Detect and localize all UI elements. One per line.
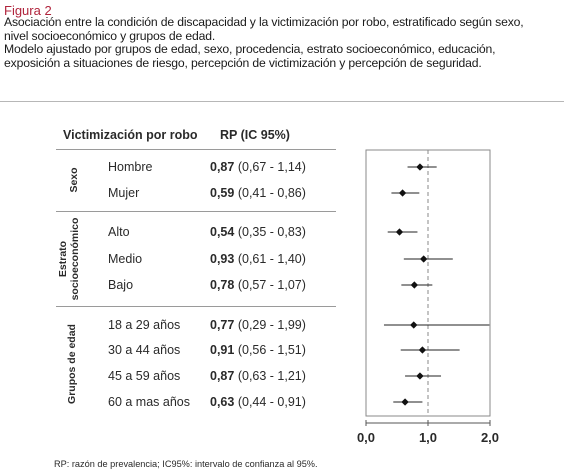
row-ci: (0,67 - 1,14) xyxy=(237,160,306,174)
x-tick-label: 2,0 xyxy=(481,430,499,445)
row-rp: 0,63 xyxy=(210,395,235,409)
x-tick-label: 0,0 xyxy=(357,430,375,445)
point-estimate xyxy=(398,189,407,197)
caption-line: Asociación entre la condición de discapa… xyxy=(4,15,524,29)
point-estimate xyxy=(395,228,404,236)
row-rp: 0,77 xyxy=(210,318,235,332)
group-separator xyxy=(56,149,336,150)
row-rp: 0,54 xyxy=(210,225,235,239)
point-estimate xyxy=(410,321,418,329)
row-estimate: 0,63 (0,44 - 0,91) xyxy=(210,395,306,409)
row-category: 18 a 29 años xyxy=(108,318,181,332)
point-estimate xyxy=(416,163,424,171)
row-category: Medio xyxy=(108,252,143,266)
figure-footnote: RP: razón de prevalencia; IC95%: interva… xyxy=(54,459,318,469)
point-estimate xyxy=(418,346,427,354)
row-estimate: 0,91 (0,56 - 1,51) xyxy=(210,343,306,357)
point-estimate xyxy=(416,372,424,380)
row-rp: 0,87 xyxy=(210,369,235,383)
row-estimate: 0,77 (0,29 - 1,99) xyxy=(210,318,306,332)
row-category: Hombre xyxy=(108,160,153,174)
row-estimate: 0,59 (0,41 - 0,86) xyxy=(210,186,306,200)
row-ci: (0,44 - 0,91) xyxy=(237,395,306,409)
row-category: 45 a 59 años xyxy=(108,369,181,383)
row-category: 30 a 44 años xyxy=(108,343,181,357)
caption-line: nivel socioeconómico y grupos de edad. xyxy=(4,28,216,43)
group-separator xyxy=(56,211,336,212)
row-ci: (0,56 - 1,51) xyxy=(237,343,306,357)
point-estimate xyxy=(419,255,428,263)
row-estimate: 0,87 (0,67 - 1,14) xyxy=(210,160,306,174)
row-ci: (0,57 - 1,07) xyxy=(237,278,306,292)
point-estimate xyxy=(410,281,419,289)
point-estimate xyxy=(401,398,409,406)
row-estimate: 0,54 (0,35 - 0,83) xyxy=(210,225,306,239)
caption-line: exposición a situaciones de riesgo, perc… xyxy=(4,55,482,70)
figure-label: Figura 2 xyxy=(4,3,52,18)
row-rp: 0,91 xyxy=(210,343,235,357)
row-estimate: 0,78 (0,57 - 1,07) xyxy=(210,278,306,292)
row-ci: (0,35 - 0,83) xyxy=(237,225,306,239)
caption-line: Modelo ajustado por grupos de edad, sexo… xyxy=(4,42,496,57)
row-rp: 0,93 xyxy=(210,252,235,266)
row-rp: 0,59 xyxy=(210,186,235,200)
row-estimate: 0,93 (0,61 - 1,40) xyxy=(210,252,306,266)
row-rp: 0,78 xyxy=(210,278,235,292)
row-ci: (0,61 - 1,40) xyxy=(237,252,306,266)
group-separator xyxy=(56,306,336,307)
figure-caption: Asociación entre la condición de discapa… xyxy=(4,15,560,70)
row-ci: (0,63 - 1,21) xyxy=(237,369,306,383)
row-category: Mujer xyxy=(108,186,140,200)
row-category: Alto xyxy=(108,225,130,239)
row-ci: (0,29 - 1,99) xyxy=(237,318,306,332)
row-ci: (0,41 - 0,86) xyxy=(237,186,306,200)
x-tick-label: 1,0 xyxy=(419,430,437,445)
row-category: 60 a mas años xyxy=(108,395,190,409)
table-header-rp: RP (IC 95%) xyxy=(220,128,290,142)
row-category: Bajo xyxy=(108,278,134,292)
row-estimate: 0,87 (0,63 - 1,21) xyxy=(210,369,306,383)
caption-divider xyxy=(0,101,564,102)
table-header-outcome: Victimización por robo xyxy=(63,128,198,142)
row-rp: 0,87 xyxy=(210,160,235,174)
